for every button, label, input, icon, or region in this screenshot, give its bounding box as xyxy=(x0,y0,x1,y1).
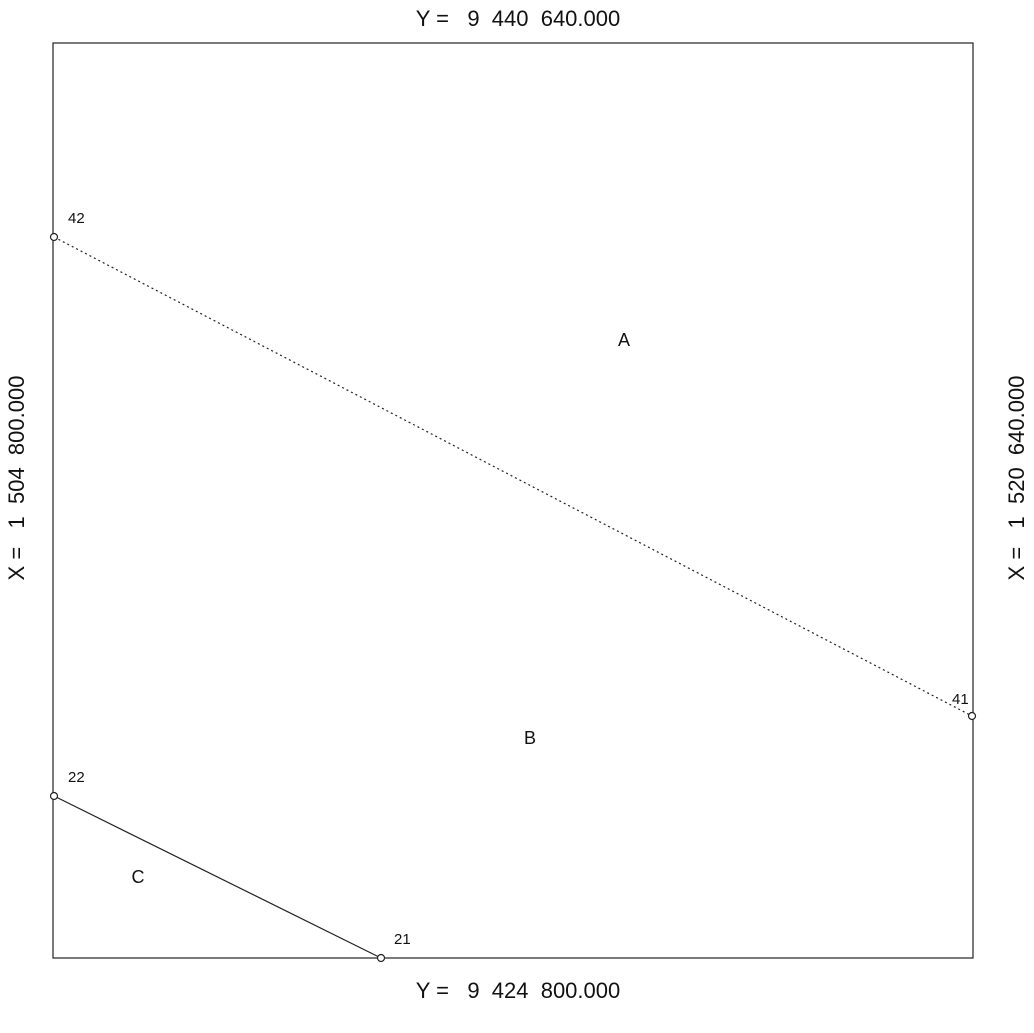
dotted-boundary-line-42-41 xyxy=(53,236,973,717)
top-coordinate-label: Y = 9 440 640.000 xyxy=(416,6,621,31)
region-c-label: C xyxy=(132,867,145,887)
point-42-marker xyxy=(49,232,59,242)
region-a-label: A xyxy=(618,330,630,350)
left-coordinate-label: X = 1 504 800.000 xyxy=(4,376,29,581)
region-b-label: B xyxy=(524,728,536,748)
point-42-label: 42 xyxy=(68,210,85,227)
point-22-label: 22 xyxy=(68,769,85,786)
point-22-marker xyxy=(49,791,59,801)
point-41-label: 41 xyxy=(952,691,969,708)
point-41-marker xyxy=(967,711,977,721)
point-21-marker xyxy=(376,953,386,963)
boundary-frame xyxy=(52,42,974,959)
right-coordinate-label: X = 1 520 640.000 xyxy=(1004,376,1029,581)
solid-boundary-line-22-21 xyxy=(53,795,382,959)
bottom-coordinate-label: Y = 9 424 800.000 xyxy=(416,978,621,1003)
point-21-label: 21 xyxy=(394,931,411,948)
